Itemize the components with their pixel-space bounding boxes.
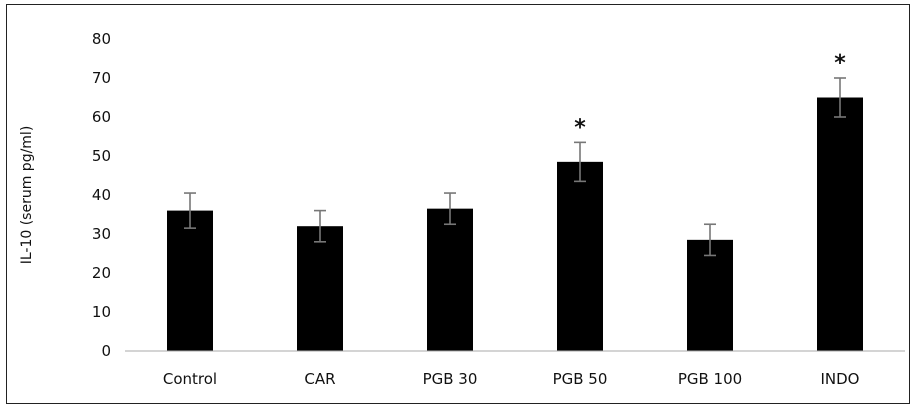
error-bar <box>444 192 456 226</box>
bar <box>167 210 213 351</box>
bar <box>687 239 733 351</box>
y-tick-label: 0 <box>101 342 111 360</box>
y-tick-label: 80 <box>92 30 111 48</box>
significance-marks: ** <box>574 51 846 140</box>
x-axis-labels: Control CAR PGB 30 PGB 50 PGB 100 INDO <box>163 370 860 388</box>
y-axis-ticks: 0 10 20 30 40 50 60 70 80 <box>92 30 111 360</box>
error-bar <box>574 141 586 183</box>
x-tick-label: PGB 50 <box>553 370 608 388</box>
x-tick-label: INDO <box>820 370 859 388</box>
x-tick-label: CAR <box>304 370 335 388</box>
error-bar <box>704 223 716 257</box>
y-tick-label: 40 <box>92 186 111 204</box>
x-tick-label: PGB 100 <box>678 370 742 388</box>
y-tick-label: 30 <box>92 225 111 243</box>
y-axis-title-group: IL-10 (serum pg/ml) <box>19 126 35 265</box>
y-tick-label: 10 <box>92 303 111 321</box>
error-bar <box>834 77 846 118</box>
x-tick-label: PGB 30 <box>423 370 478 388</box>
significance-mark: * <box>574 115 586 140</box>
bar <box>297 226 343 351</box>
y-tick-label: 70 <box>92 69 111 87</box>
error-bars <box>184 77 846 257</box>
y-tick-label: 60 <box>92 108 111 126</box>
y-tick-label: 20 <box>92 264 111 282</box>
error-bar <box>314 209 326 243</box>
chart-figure: IL-10 (serum pg/ml) 0 10 20 30 40 50 60 70 80 * *… <box>6 4 910 404</box>
bars <box>167 97 863 351</box>
x-tick-label: Control <box>163 370 217 388</box>
error-bar <box>184 192 196 229</box>
bar <box>427 208 473 351</box>
bar <box>817 97 863 351</box>
y-tick-label: 50 <box>92 147 111 165</box>
y-axis-title: IL-10 (serum pg/ml) <box>19 126 35 265</box>
bar <box>557 161 603 351</box>
significance-mark: * <box>834 51 846 76</box>
